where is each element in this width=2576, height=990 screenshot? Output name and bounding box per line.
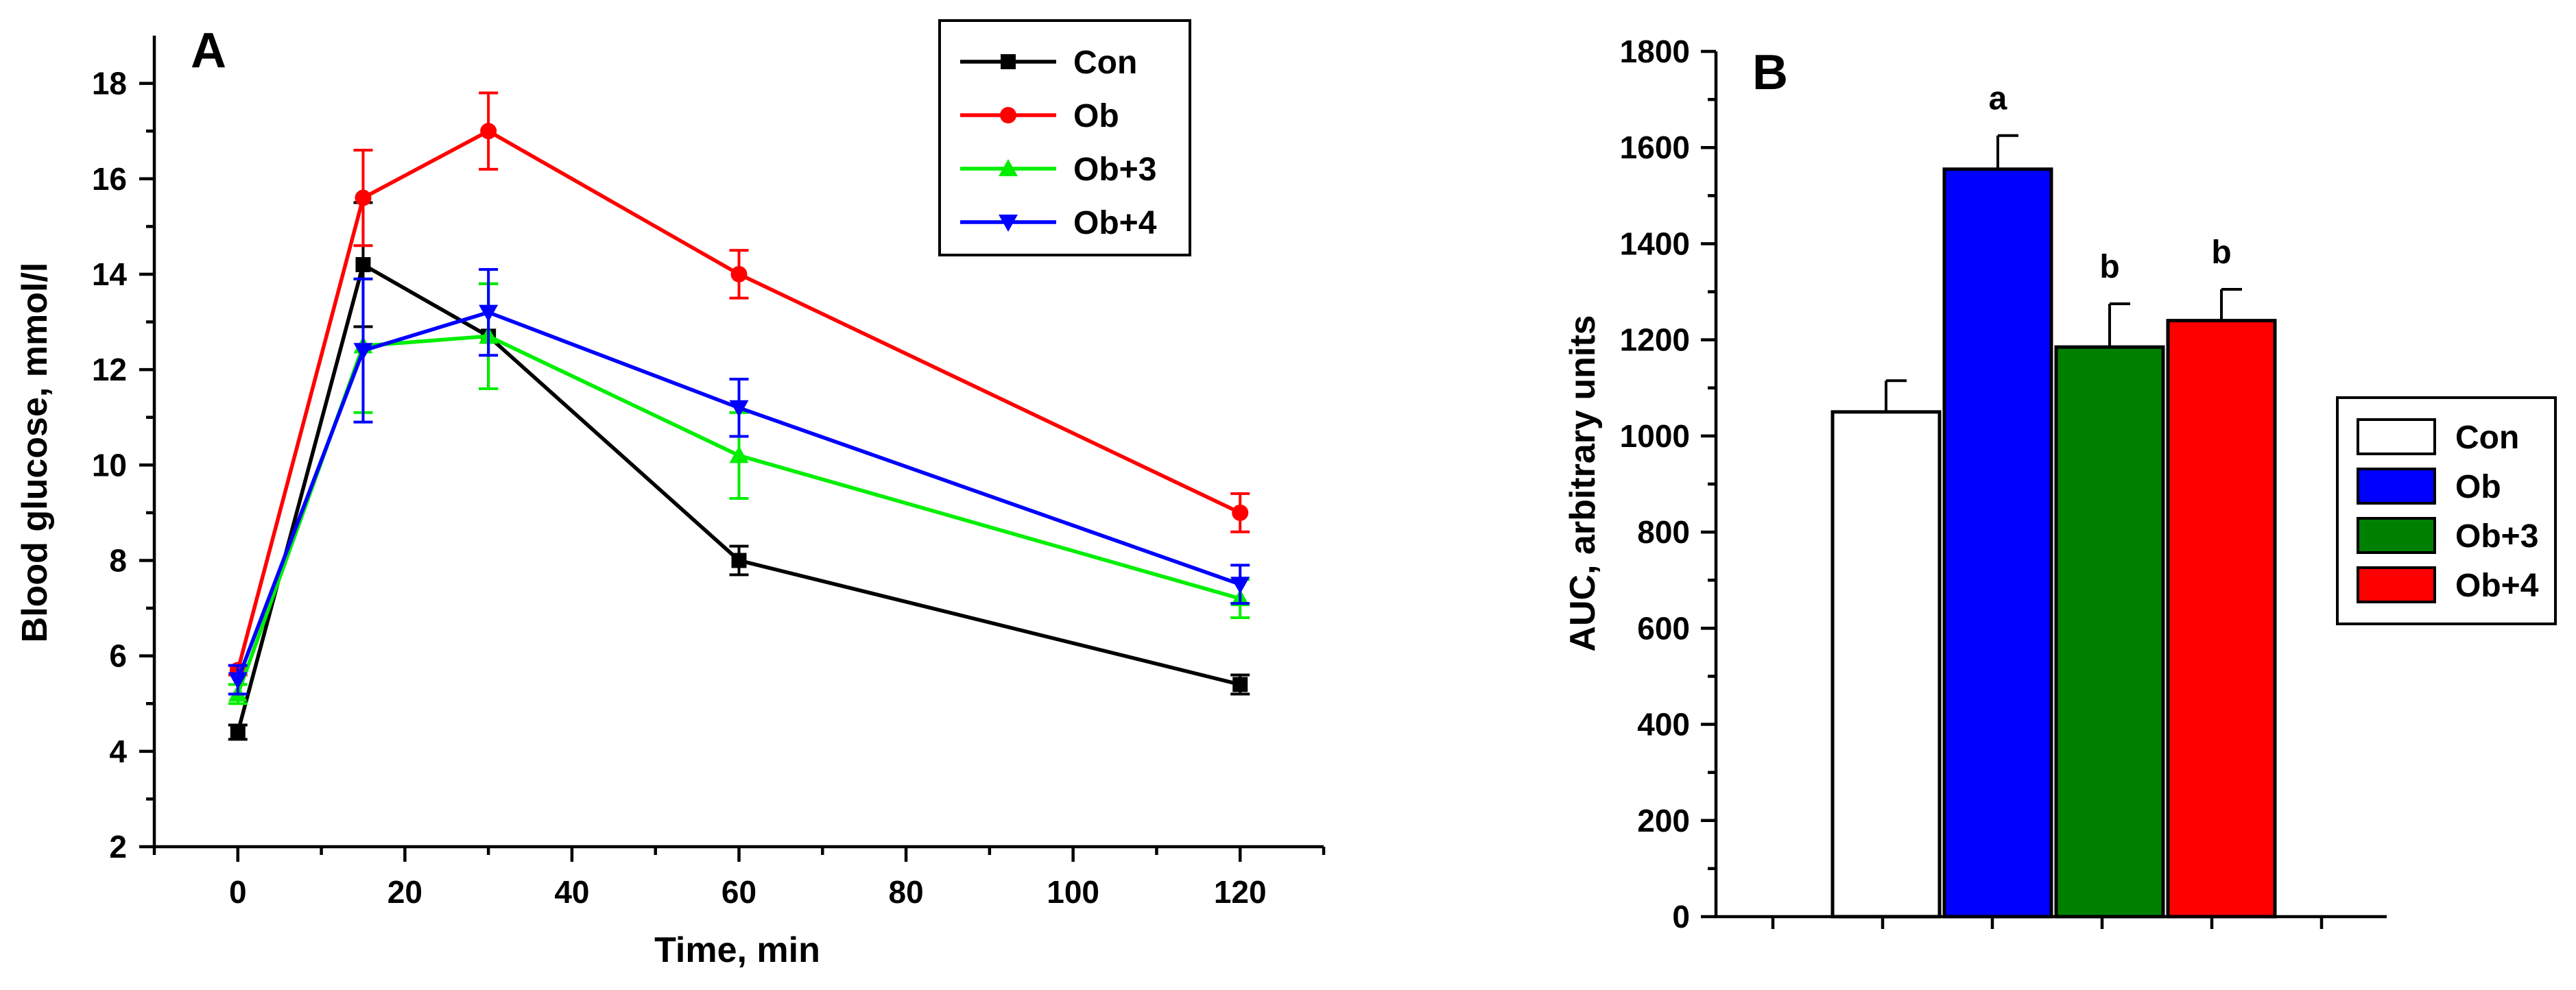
y-tick-label: 400: [1637, 707, 1690, 742]
panel-b-y-axis: 0 200 400 600 800 1000 1200 1400 1600 1800: [1620, 34, 1716, 934]
legend-marker: [999, 159, 1018, 176]
x-tick-label: 40: [554, 874, 589, 910]
bar-ob-plus-3: b: [2054, 249, 2165, 919]
data-point: [730, 265, 748, 282]
x-tick-label: 0: [229, 874, 247, 910]
legend-marker: [1001, 54, 1016, 69]
significance-label: b: [2211, 234, 2231, 271]
y-tick-label: 4: [109, 734, 127, 769]
legend-label: Ob+4: [1073, 205, 1157, 241]
data-point: [1232, 504, 1249, 521]
data-point: [230, 724, 246, 740]
data-point: [228, 672, 248, 690]
x-tick-label: 80: [888, 874, 923, 910]
legend-label: Con: [1073, 45, 1137, 81]
x-tick-label: 60: [721, 874, 756, 910]
y-tick-label: 2: [109, 829, 127, 865]
y-tick-label: 1600: [1620, 130, 1690, 165]
bar: [2054, 345, 2165, 919]
significance-label: a: [1989, 81, 2007, 117]
panel-a-y-axis: 2 4 6 8 10 12 14 16 18: [92, 66, 154, 865]
y-tick-label: 0: [1672, 899, 1690, 934]
panel-a-legend: Con Ob Ob+3 Ob+4: [938, 19, 1191, 256]
series-ob-plus-3: [228, 277, 1250, 705]
legend-swatch: [2357, 517, 2436, 554]
legend-label: Ob: [2455, 469, 2501, 505]
data-point: [355, 257, 371, 273]
legend-label: Ob+3: [1073, 152, 1156, 188]
panel-b-label: B: [1752, 45, 1788, 100]
panel-a-x-axis: 0 20 40 60 80 100 120: [152, 847, 1326, 910]
y-tick-label: 800: [1637, 514, 1690, 550]
x-tick-label: 120: [1214, 874, 1267, 910]
data-point: [1230, 577, 1250, 594]
y-tick-label: 200: [1637, 803, 1690, 838]
data-point: [731, 553, 747, 568]
legend-label: Ob: [1073, 98, 1119, 134]
bar: [1942, 167, 2053, 919]
y-tick-label: 8: [109, 542, 127, 578]
panel-b-bars: a b b: [1830, 81, 2277, 919]
y-tick-label: 10: [92, 447, 127, 483]
y-tick-label: 18: [92, 66, 127, 101]
panel-a-x-axis-label: Time, min: [654, 930, 820, 970]
y-tick-label: 12: [92, 352, 127, 387]
data-point: [1232, 677, 1248, 692]
legend-label: Con: [2455, 420, 2519, 456]
bar-ob: a: [1942, 81, 2053, 919]
x-tick-label: 100: [1047, 874, 1099, 910]
legend-swatch: [2357, 468, 2436, 505]
panel-b-legend: Con Ob Ob+3 Ob+4: [2336, 396, 2557, 625]
panel-b-bar-chart: B 0 200 400 600 800 1000 1200 1400 1600 1800 AUC,…: [1563, 34, 2557, 934]
panel-b-y-axis-label: AUC, arbitrary units: [1563, 315, 1603, 651]
panel-a-y-axis-label: Blood glucose, mmol/l: [15, 263, 55, 643]
data-point: [353, 343, 373, 361]
panel-a-label: A: [191, 23, 226, 78]
y-tick-label: 600: [1637, 610, 1690, 646]
data-point: [479, 304, 499, 322]
data-point: [729, 400, 749, 418]
data-point: [729, 446, 749, 463]
panel-b-x-ticks: [1771, 917, 2324, 929]
y-tick-label: 1000: [1620, 418, 1690, 454]
bar: [2166, 319, 2277, 919]
y-tick-label: 1400: [1620, 226, 1690, 261]
y-tick-label: 6: [109, 638, 127, 674]
panel-a-legend-box: [938, 19, 1191, 256]
y-tick-label: 16: [92, 161, 127, 197]
panel-a-line-chart: A 2 4 6 8 10 12 14 16 18 0 20 40 60 80 100 120 Time, m…: [15, 19, 1326, 970]
data-point: [355, 189, 372, 206]
legend-swatch: [2357, 418, 2436, 455]
legend-marker: [999, 215, 1018, 232]
bar: [1830, 410, 1942, 919]
series-ob-plus-4: [228, 267, 1250, 696]
bar-con: [1830, 379, 1942, 919]
bar-ob-plus-4: b: [2166, 234, 2277, 919]
y-tick-label: 1200: [1620, 322, 1690, 358]
y-tick-label: 1800: [1620, 34, 1690, 69]
panel-a-series: [228, 91, 1250, 741]
y-tick-label: 14: [92, 256, 128, 292]
significance-label: b: [2099, 249, 2119, 285]
legend-label: Ob+4: [2455, 568, 2539, 604]
legend-label: Ob+3: [2455, 518, 2538, 555]
legend-marker: [1000, 107, 1016, 123]
x-tick-label: 20: [387, 874, 422, 910]
legend-swatch: [2357, 566, 2436, 603]
data-point: [480, 123, 497, 140]
